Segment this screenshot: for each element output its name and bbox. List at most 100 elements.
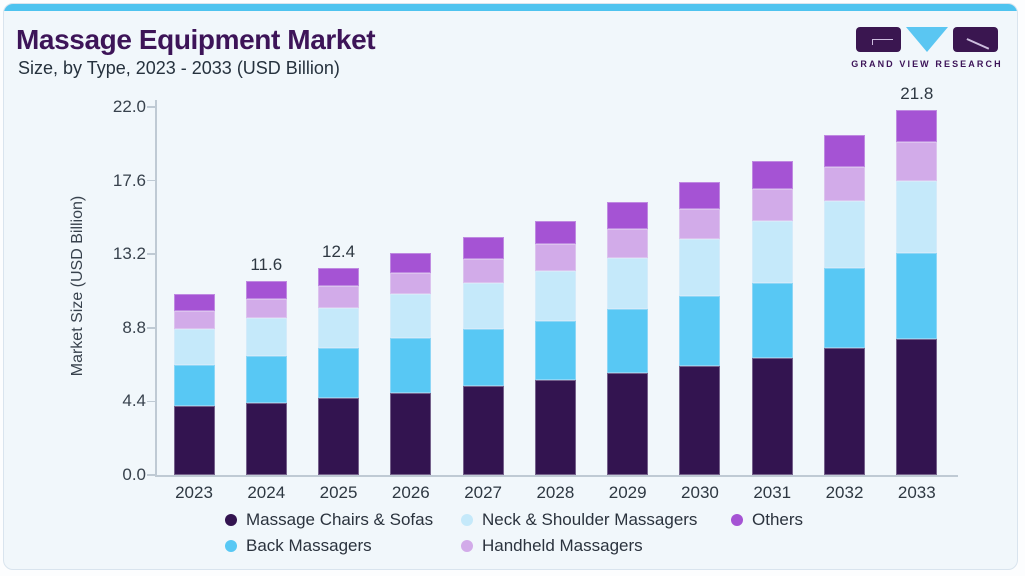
bar-2024 bbox=[245, 280, 287, 475]
legend-item-neck-shoulder-massagers: Neck & Shoulder Massagers bbox=[461, 510, 731, 530]
bar-segment-massage-chairs-sofas bbox=[896, 339, 938, 475]
legend-label: Handheld Massagers bbox=[482, 536, 643, 555]
bar-segment-neck-shoulder-massagers bbox=[534, 270, 576, 322]
bar-segment-back-massagers bbox=[534, 321, 576, 380]
bar-2029 bbox=[607, 202, 649, 475]
chart-legend: Massage Chairs & Sofas Neck & Shoulder Ma… bbox=[225, 510, 803, 556]
logo-g-block-icon bbox=[856, 27, 901, 52]
bar-segment-back-massagers bbox=[751, 282, 793, 358]
bar-2025 bbox=[318, 267, 360, 475]
y-tick-label-4.4: 4.4 bbox=[122, 391, 146, 411]
legend-dot-others bbox=[731, 514, 743, 526]
bar-segment-handheld-massagers bbox=[462, 259, 504, 283]
y-tick-label-17.6: 17.6 bbox=[112, 170, 146, 190]
bar-segment-handheld-massagers bbox=[751, 188, 793, 221]
bar-2030 bbox=[679, 182, 721, 475]
bar-segment-neck-shoulder-massagers bbox=[318, 307, 360, 348]
bar-segment-massage-chairs-sofas bbox=[390, 392, 432, 475]
legend-dot-back-massagers bbox=[225, 540, 237, 552]
bar-segment-others bbox=[245, 280, 287, 300]
x-tick-label-2026: 2026 bbox=[391, 483, 430, 502]
bar-2032 bbox=[824, 135, 866, 475]
bar-segment-neck-shoulder-massagers bbox=[896, 180, 938, 253]
legend-dot-handheld-massagers bbox=[461, 540, 473, 552]
gvr-logo-mark bbox=[851, 27, 1003, 52]
bar-2033 bbox=[896, 110, 938, 475]
x-tick-label-2025: 2025 bbox=[319, 483, 358, 502]
legend-item-massage-chairs-sofas: Massage Chairs & Sofas bbox=[225, 510, 461, 530]
y-tick-mark bbox=[147, 400, 155, 403]
bar-2027 bbox=[462, 237, 504, 475]
bar-2026 bbox=[390, 252, 432, 475]
bar-segment-neck-shoulder-massagers bbox=[462, 282, 504, 330]
legend-dot-massage-chairs-sofas bbox=[225, 514, 237, 526]
y-tick-label-8.8: 8.8 bbox=[122, 317, 146, 337]
bar-segment-back-massagers bbox=[173, 364, 215, 407]
page-title: Massage Equipment Market bbox=[16, 24, 376, 55]
bar-segment-neck-shoulder-massagers bbox=[607, 257, 649, 310]
bar-segment-back-massagers bbox=[462, 329, 504, 387]
bar-total-label-2024: 11.6 bbox=[250, 254, 283, 274]
x-tick-label-2024: 2024 bbox=[247, 483, 286, 502]
bar-segment-back-massagers bbox=[607, 309, 649, 373]
x-axis-line bbox=[155, 475, 958, 477]
y-tick-mark bbox=[147, 179, 155, 182]
bar-segment-others bbox=[173, 294, 215, 312]
bar-segment-others bbox=[318, 267, 360, 286]
bar-segment-handheld-massagers bbox=[824, 167, 866, 201]
legend-item-back-massagers: Back Massagers bbox=[225, 536, 461, 556]
bar-segment-back-massagers bbox=[679, 295, 721, 367]
bar-segment-others bbox=[896, 110, 938, 143]
x-tick-label-2032: 2032 bbox=[825, 483, 864, 502]
page-subtitle: Size, by Type, 2023 - 2033 (USD Billion) bbox=[18, 58, 340, 78]
bar-total-label-2033: 21.8 bbox=[900, 84, 934, 104]
x-tick-label-2029: 2029 bbox=[608, 483, 647, 502]
bar-segment-handheld-massagers bbox=[534, 244, 576, 271]
y-axis-line bbox=[155, 100, 157, 475]
bar-2023 bbox=[173, 294, 215, 475]
legend-item-others: Others bbox=[731, 510, 803, 530]
x-tick-label-2030: 2030 bbox=[681, 483, 719, 502]
bar-segment-others bbox=[679, 182, 721, 210]
bar-segment-massage-chairs-sofas bbox=[751, 357, 793, 475]
bar-segment-neck-shoulder-massagers bbox=[173, 329, 215, 365]
y-tick-label-22.0: 22.0 bbox=[112, 97, 146, 116]
x-tick-label-2031: 2031 bbox=[753, 483, 792, 502]
y-tick-label-13.2: 13.2 bbox=[112, 244, 146, 264]
bar-segment-handheld-massagers bbox=[390, 272, 432, 295]
bar-segment-massage-chairs-sofas bbox=[824, 347, 866, 475]
legend-label: Massage Chairs & Sofas bbox=[246, 510, 434, 529]
legend-label: Back Massagers bbox=[246, 536, 372, 555]
y-tick-mark bbox=[147, 327, 155, 329]
gvr-logo-text: GRAND VIEW RESEARCH bbox=[851, 59, 1003, 69]
x-tick-label-2033: 2033 bbox=[897, 483, 936, 502]
bar-2028 bbox=[534, 220, 576, 475]
bar-2031 bbox=[751, 160, 793, 475]
bar-segment-neck-shoulder-massagers bbox=[751, 220, 793, 283]
y-tick-mark bbox=[147, 474, 155, 476]
legend-label: Neck & Shoulder Massagers bbox=[482, 510, 698, 529]
y-axis-title: Market Size (USD Billion) bbox=[69, 195, 86, 377]
bar-segment-massage-chairs-sofas bbox=[462, 386, 504, 475]
top-accent-strip bbox=[4, 4, 1017, 11]
bar-segment-back-massagers bbox=[318, 347, 360, 399]
bar-segment-massage-chairs-sofas bbox=[534, 379, 576, 475]
bar-segment-handheld-massagers bbox=[896, 142, 938, 181]
bar-segment-others bbox=[462, 237, 504, 260]
bar-segment-massage-chairs-sofas bbox=[679, 366, 721, 475]
bar-segment-neck-shoulder-massagers bbox=[245, 317, 287, 357]
bar-segment-neck-shoulder-massagers bbox=[390, 294, 432, 338]
bar-segment-neck-shoulder-massagers bbox=[679, 239, 721, 296]
bar-segment-others bbox=[607, 202, 649, 230]
bar-segment-back-massagers bbox=[824, 267, 866, 348]
logo-r-block-icon bbox=[953, 27, 998, 52]
bar-segment-back-massagers bbox=[896, 252, 938, 340]
bar-segment-neck-shoulder-massagers bbox=[824, 200, 866, 268]
bar-segment-others bbox=[390, 252, 432, 273]
y-tick-mark bbox=[147, 106, 155, 108]
gvr-logo: GRAND VIEW RESEARCH bbox=[851, 27, 1003, 69]
bar-segment-others bbox=[751, 160, 793, 189]
bar-segment-others bbox=[534, 220, 576, 245]
